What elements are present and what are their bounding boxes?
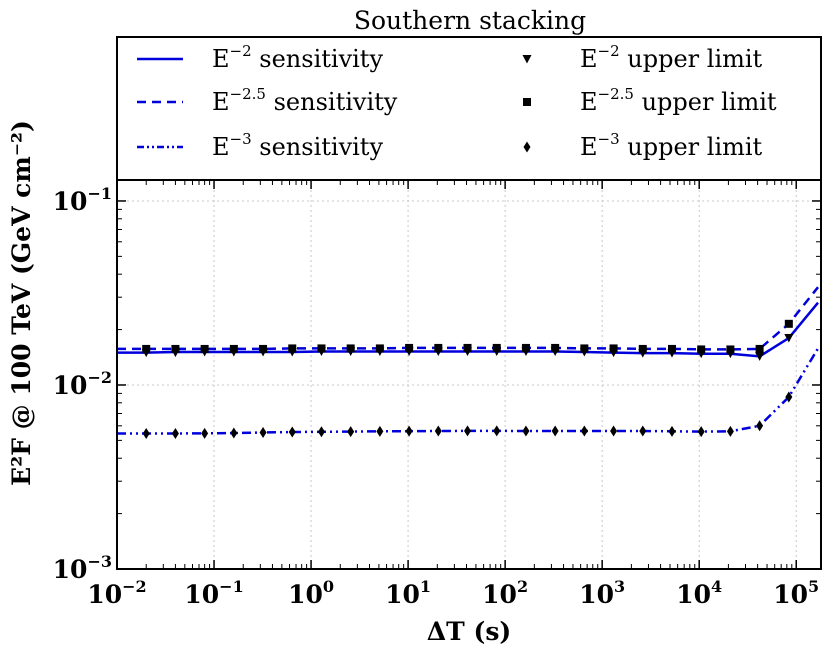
upper-limit-marker-2 [288,344,297,353]
legend-marker-2 [523,98,531,106]
upper-limit-marker-2 [463,343,472,352]
upper-limit-marker-2 [259,344,268,353]
upper-limit-marker-3 [230,427,238,439]
upper-limit-marker-2 [434,343,443,352]
legend-label-1: E−2 sensitivity [212,42,383,73]
upper-limit-marker-3 [171,427,179,439]
upper-limit-marker-3 [259,426,267,438]
upper-limit-marker-3 [317,426,325,438]
y-tick-label: 10−3 [53,552,112,584]
upper-limit-marker-3 [376,425,384,437]
grid [116,180,821,570]
upper-limit-marker-3 [639,425,647,437]
legend-label-marker-2: E−2.5 upper limit [580,85,777,116]
x-tick-label: 10−2 [87,577,146,609]
x-tick-label: 103 [579,577,625,609]
upper-limit-marker-2 [755,344,764,353]
upper-limit-marker-2 [200,344,209,353]
x-tick-label: 100 [288,577,334,609]
upper-limit-marker-3 [142,427,150,439]
upper-limit-marker-3 [697,426,705,438]
upper-limit-marker-3 [288,426,296,438]
upper-limit-marker-3 [785,391,793,403]
upper-limit-marker-2 [346,344,355,353]
marker-layer [141,319,794,439]
upper-limit-marker-3 [201,427,209,439]
legend-label-marker-1: E−2 upper limit [580,42,763,73]
upper-limit-marker-3 [580,425,588,437]
upper-limit-marker-3 [434,425,442,437]
upper-limit-marker-2 [375,344,384,353]
y-tick-label: 10−1 [53,184,112,216]
legend: E−2 sensitivity E−2.5 sensitivity E−3 sens… [116,36,822,181]
upper-limit-marker-3 [522,425,530,437]
upper-limit-marker-2 [667,344,676,353]
legend-label-marker-3: E−3 upper limit [580,130,763,161]
series-line-2 [117,286,819,351]
chart-title: Southern stacking [354,6,586,35]
upper-limit-marker-2 [609,344,618,353]
upper-limit-marker-1 [784,334,794,343]
legend-marker-3 [523,141,531,153]
upper-limit-marker-3 [726,425,734,437]
upper-limit-marker-2 [726,345,735,354]
upper-limit-marker-3 [756,420,764,432]
x-tick-label: 101 [385,577,431,609]
upper-limit-marker-2 [229,344,238,353]
upper-limit-marker-3 [610,425,618,437]
upper-limit-marker-3 [405,425,413,437]
upper-limit-marker-2 [142,344,151,353]
upper-limit-marker-2 [171,344,180,353]
upper-limit-marker-3 [464,425,472,437]
x-axis-label: ΔT (s) [427,617,511,646]
upper-limit-marker-3 [668,425,676,437]
y-axis-label: E²F @ 100 TeV (GeV cm⁻²) [7,120,36,486]
series-layer [117,286,820,435]
series-line-3 [117,347,820,435]
upper-limit-marker-3 [347,426,355,438]
x-tick-label: 10−1 [184,577,243,609]
x-tick-label: 105 [773,577,819,609]
upper-limit-marker-2 [580,344,589,353]
upper-limit-marker-3 [551,425,559,437]
upper-limit-marker-2 [697,345,706,354]
upper-limit-marker-2 [405,343,414,352]
upper-limit-marker-2 [784,319,793,328]
x-tick-label: 102 [482,577,528,609]
upper-limit-marker-2 [551,343,560,352]
y-tick-label: 10−2 [53,368,112,400]
upper-limit-marker-3 [493,425,501,437]
x-tick-label: 104 [676,577,722,609]
legend-marker-1 [522,55,532,64]
upper-limit-marker-2 [492,343,501,352]
upper-limit-marker-2 [317,344,326,353]
upper-limit-marker-2 [521,343,530,352]
legend-box [116,36,822,181]
upper-limit-marker-2 [638,344,647,353]
upper-limit-marker-1 [755,352,765,361]
legend-label-3: E−3 sensitivity [212,130,383,161]
legend-label-2: E−2.5 sensitivity [212,85,398,116]
